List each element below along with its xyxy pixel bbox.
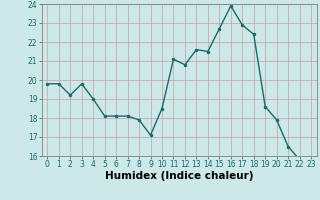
X-axis label: Humidex (Indice chaleur): Humidex (Indice chaleur) xyxy=(105,171,253,181)
